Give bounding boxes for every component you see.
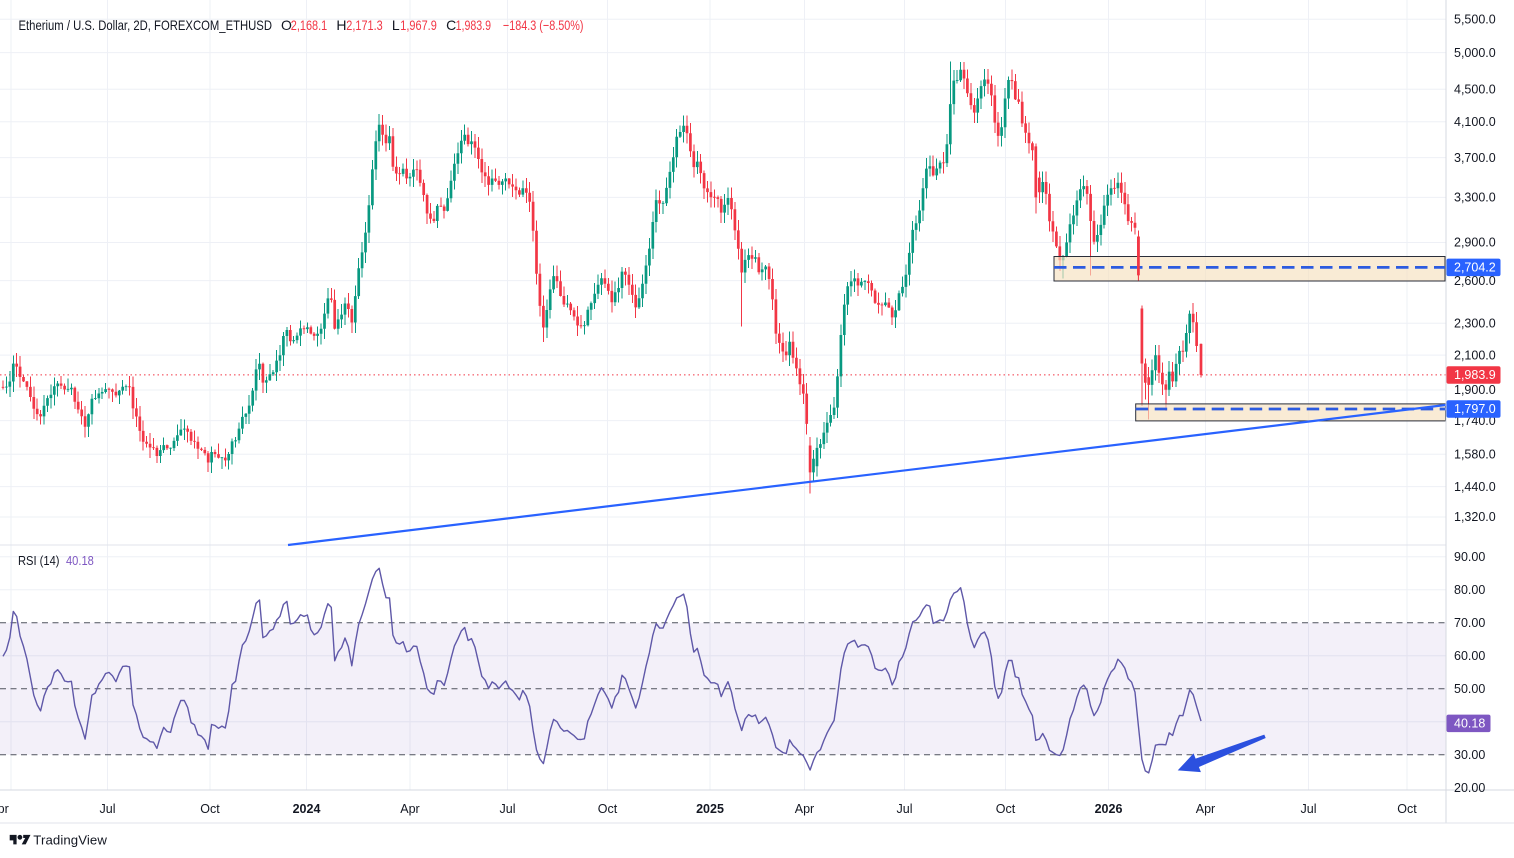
svg-text:1,320.0: 1,320.0 <box>1454 510 1496 524</box>
svg-text:2,300.0: 2,300.0 <box>1454 317 1496 331</box>
svg-text:2025: 2025 <box>696 802 724 816</box>
svg-text:RSI (14): RSI (14) <box>18 554 60 568</box>
svg-text:20.00: 20.00 <box>1454 781 1485 795</box>
svg-text:2,100.0: 2,100.0 <box>1454 348 1496 362</box>
svg-text:Oct: Oct <box>598 802 618 816</box>
svg-text:H: H <box>336 17 346 33</box>
svg-text:Apr: Apr <box>795 802 814 816</box>
svg-text:Apr: Apr <box>400 802 419 816</box>
svg-text:1,900.0: 1,900.0 <box>1454 383 1496 397</box>
svg-text:90.00: 90.00 <box>1454 550 1485 564</box>
svg-text:−184.3 (−8.50%): −184.3 (−8.50%) <box>503 17 584 33</box>
svg-text:4,100.0: 4,100.0 <box>1454 115 1496 129</box>
svg-text:Oct: Oct <box>996 802 1016 816</box>
svg-text:Jul: Jul <box>1301 802 1317 816</box>
svg-text:Oct: Oct <box>200 802 220 816</box>
svg-text:5,500.0: 5,500.0 <box>1454 13 1496 27</box>
svg-text:Jul: Jul <box>100 802 116 816</box>
svg-text:70.00: 70.00 <box>1454 616 1485 630</box>
svg-text:40.18: 40.18 <box>1454 717 1485 731</box>
svg-text:2,168.1: 2,168.1 <box>291 17 328 33</box>
svg-text:1,440.0: 1,440.0 <box>1454 480 1496 494</box>
svg-text:1,797.0: 1,797.0 <box>1454 402 1496 416</box>
svg-text:1,967.9: 1,967.9 <box>400 17 437 33</box>
svg-text:2026: 2026 <box>1095 802 1123 816</box>
svg-text:4,500.0: 4,500.0 <box>1454 83 1496 97</box>
svg-text:Etherium / U.S. Dollar, 2D, FO: Etherium / U.S. Dollar, 2D, FOREXCOM_ETH… <box>19 17 273 33</box>
svg-text:2,704.2: 2,704.2 <box>1454 261 1496 275</box>
svg-text:1,580.0: 1,580.0 <box>1454 448 1496 462</box>
svg-text:40.18: 40.18 <box>66 554 94 568</box>
svg-text:Apr: Apr <box>1196 802 1215 816</box>
svg-text:Apr: Apr <box>0 802 9 816</box>
svg-text:1,983.9: 1,983.9 <box>456 17 492 33</box>
svg-text:2,171.3: 2,171.3 <box>346 17 383 33</box>
svg-text:3,700.0: 3,700.0 <box>1454 151 1496 165</box>
svg-text:O: O <box>281 17 292 33</box>
svg-text:60.00: 60.00 <box>1454 649 1485 663</box>
svg-text:1,983.9: 1,983.9 <box>1454 368 1496 382</box>
svg-text:50.00: 50.00 <box>1454 682 1485 696</box>
svg-text:Oct: Oct <box>1397 802 1417 816</box>
svg-text:2,900.0: 2,900.0 <box>1454 236 1496 250</box>
svg-text:Jul: Jul <box>897 802 913 816</box>
svg-text:3,300.0: 3,300.0 <box>1454 191 1496 205</box>
svg-text:30.00: 30.00 <box>1454 748 1485 762</box>
svg-text:2,600.0: 2,600.0 <box>1454 274 1496 288</box>
svg-text:L: L <box>392 17 400 33</box>
svg-text:TradingView: TradingView <box>33 832 107 847</box>
svg-text:C: C <box>446 17 456 33</box>
svg-text:80.00: 80.00 <box>1454 583 1485 597</box>
svg-text:Jul: Jul <box>500 802 516 816</box>
svg-text:5,000.0: 5,000.0 <box>1454 46 1496 60</box>
svg-text:2024: 2024 <box>293 802 321 816</box>
